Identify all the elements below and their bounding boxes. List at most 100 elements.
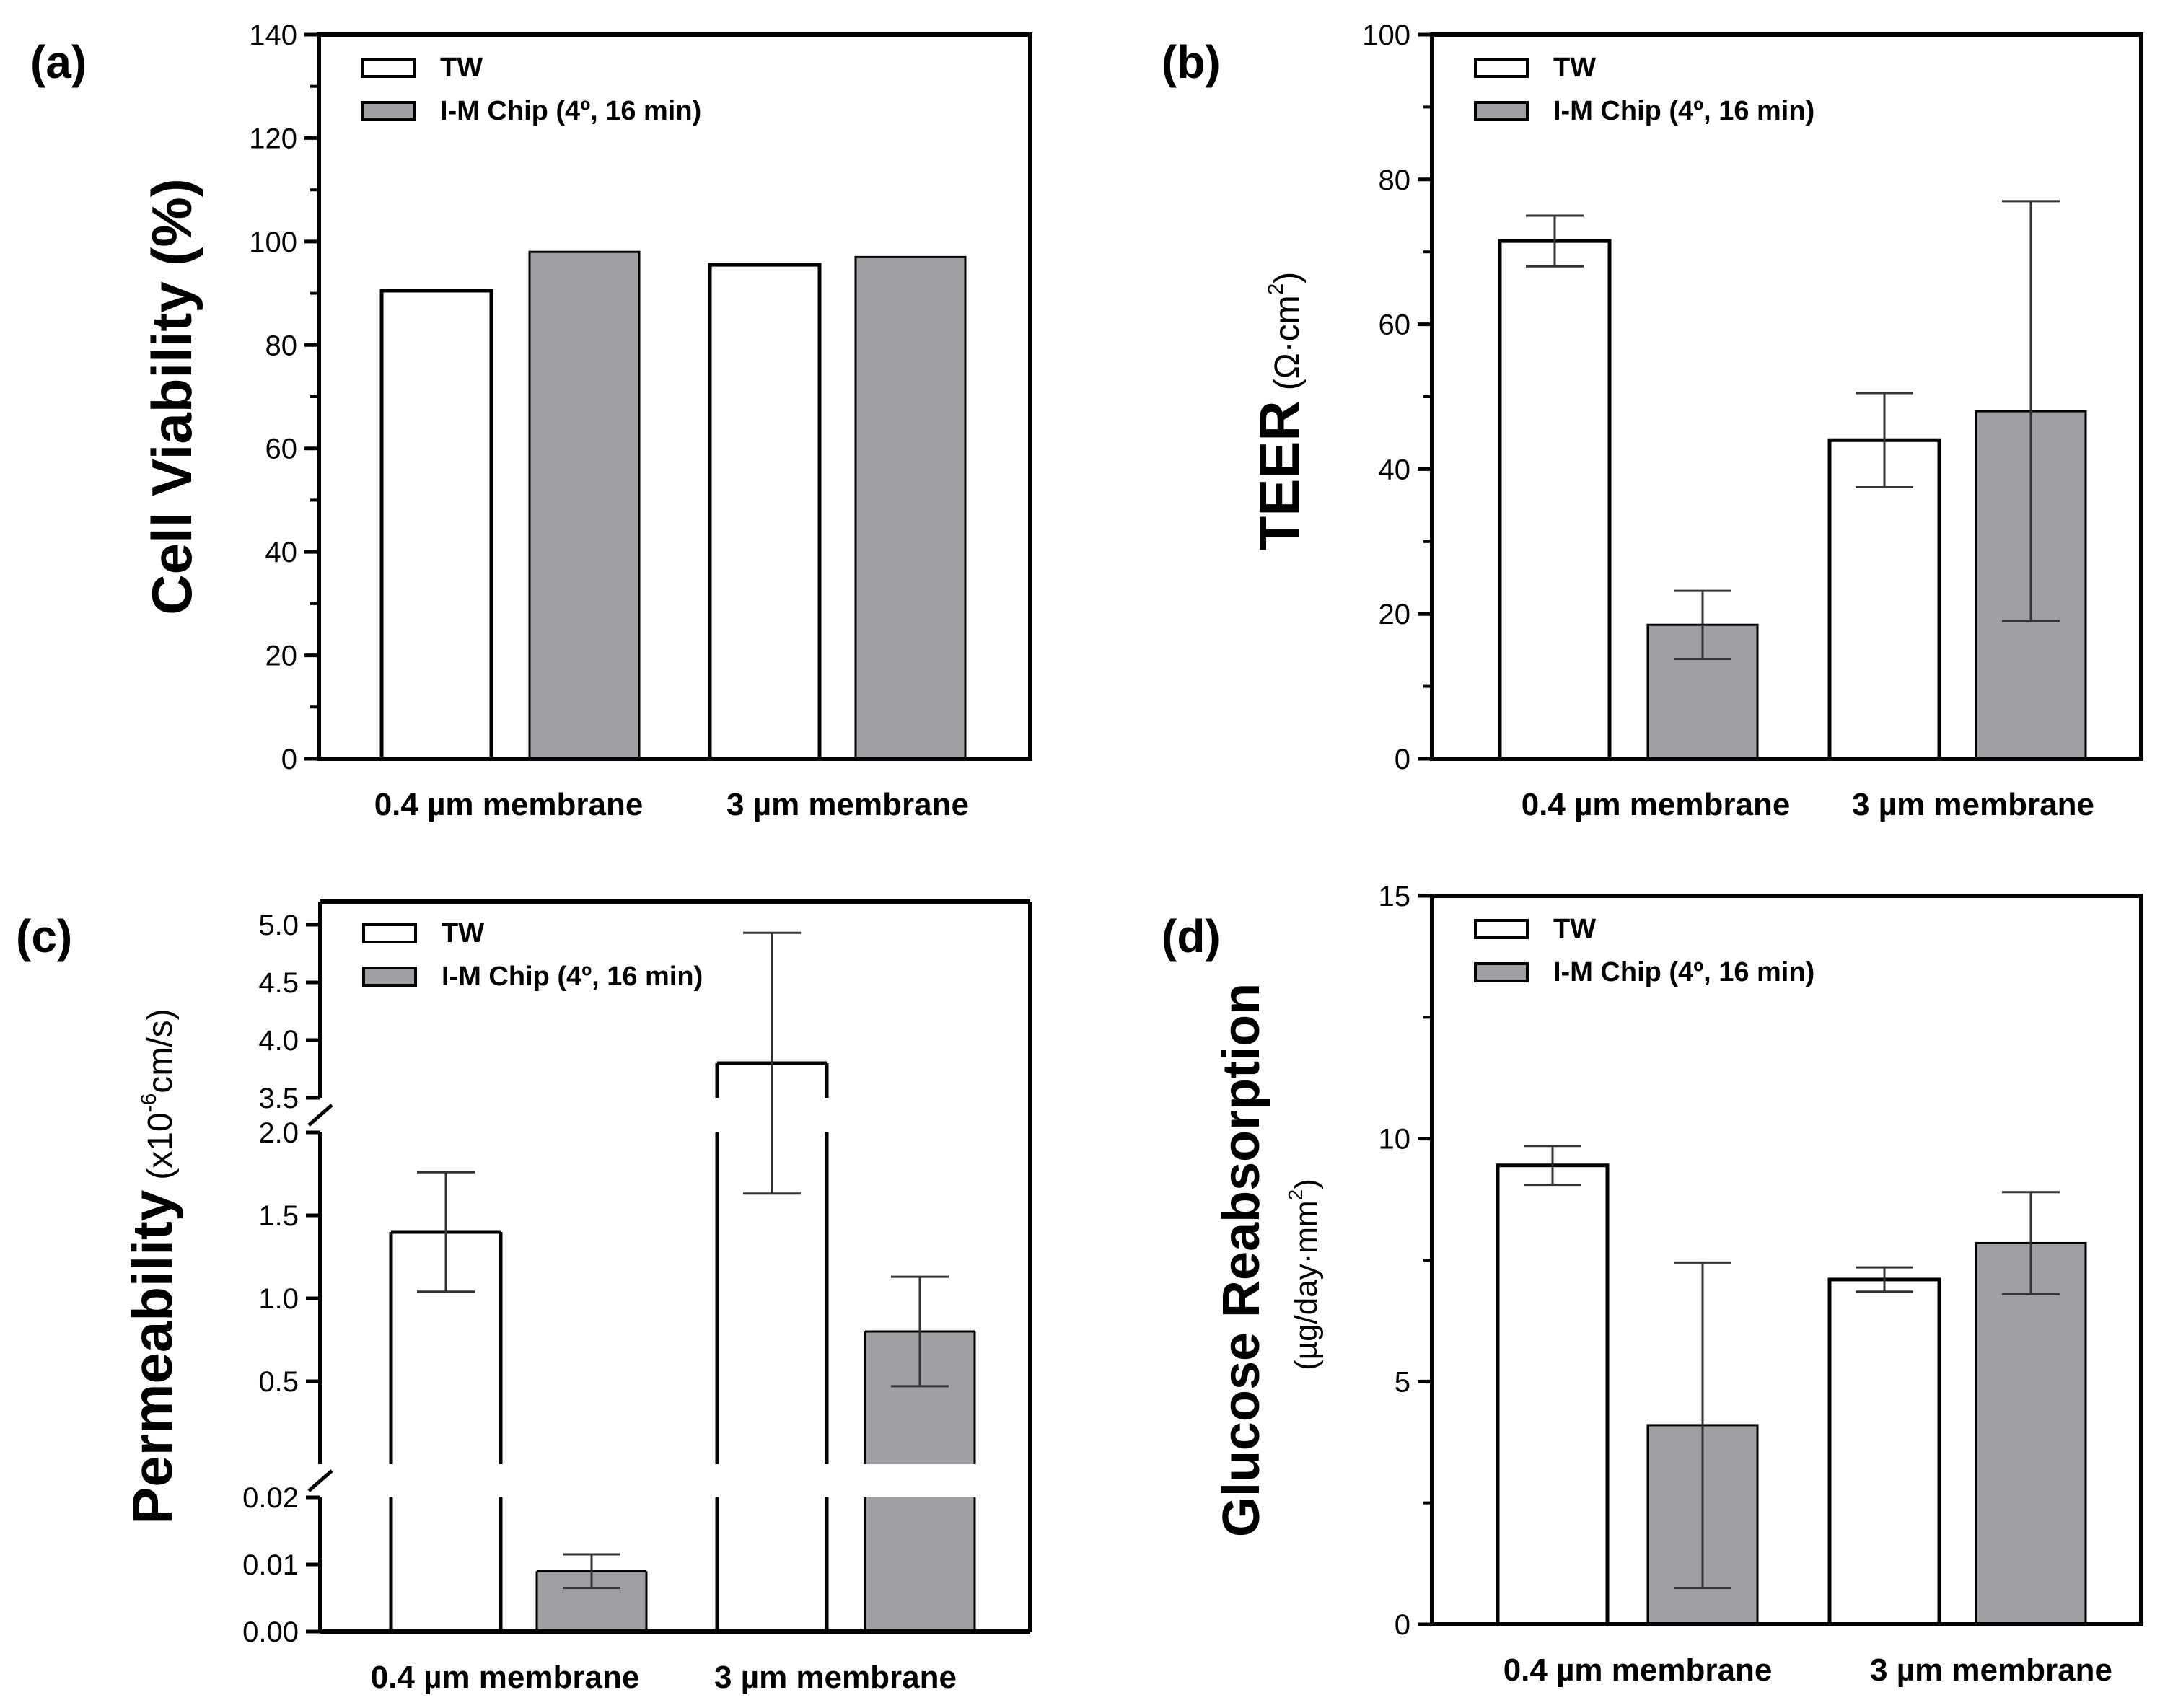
error-bar xyxy=(1526,214,1584,268)
x-category-label: 0.4 µm membrane xyxy=(1503,1652,1773,1688)
y-tick-label: 100 xyxy=(249,226,297,258)
legend: TW I-M Chip (4º, 16 min) xyxy=(1474,914,1814,987)
y-tick-label: 5 xyxy=(1395,1366,1410,1398)
legend: TW I-M Chip (4º, 16 min) xyxy=(361,53,701,126)
y-tick-label: 0.02 xyxy=(242,1482,299,1514)
x-category-label: 3 µm membrane xyxy=(714,1660,957,1695)
y-tick-label: 0 xyxy=(1395,744,1410,775)
y-tick-label: 20 xyxy=(265,640,298,672)
y-axis-label-part: cm/s) xyxy=(141,1008,180,1093)
legend-swatch-chip xyxy=(362,967,417,987)
bar-tw xyxy=(389,1497,503,1632)
error-bar xyxy=(417,1171,475,1293)
panel-label-c: (c) xyxy=(16,910,72,962)
y-axis-label: Glucose Reabsorption (µg/day·mm2) xyxy=(1213,983,1324,1537)
y-tick-label: 15 xyxy=(1379,881,1411,912)
y-tick-label: 3.5 xyxy=(258,1083,299,1114)
bar-tw xyxy=(1827,438,1941,761)
panel-label-a: (a) xyxy=(30,36,87,88)
y-axis-label: TEER (Ω·cm2) xyxy=(1247,272,1311,551)
bar-tw xyxy=(379,289,493,761)
bar-tw xyxy=(1498,239,1612,761)
legend-label: TW xyxy=(1553,53,1596,83)
legend-swatch-tw xyxy=(1474,58,1529,78)
y-tick-label: 5.0 xyxy=(258,910,299,941)
legend-swatch-chip xyxy=(1474,101,1529,121)
bar-chip xyxy=(864,1497,976,1632)
y-axis-label-part: (µg/day·mm xyxy=(1289,1200,1324,1370)
bar-tw xyxy=(1496,1163,1610,1626)
error-bar xyxy=(743,931,801,1195)
legend-label: I-M Chip (4º, 16 min) xyxy=(440,96,701,126)
legend-label: I-M Chip (4º, 16 min) xyxy=(1553,957,1814,987)
y-tick-label: 2.0 xyxy=(258,1117,299,1149)
y-tick-label: 80 xyxy=(265,330,298,361)
y-tick-label: 40 xyxy=(1379,454,1411,485)
y-tick-label: 0 xyxy=(1395,1609,1410,1641)
y-axis-label-part: (Ω·cm xyxy=(1268,295,1307,390)
bar-tw xyxy=(708,263,822,761)
x-category-label: 3 µm membrane xyxy=(1852,787,2094,822)
y-tick-label: 10 xyxy=(1379,1124,1411,1155)
error-bar xyxy=(1856,1266,1913,1293)
y-tick-label: 0.5 xyxy=(258,1366,299,1398)
axis-break-mark xyxy=(307,1104,333,1127)
y-axis-label-part: 2 xyxy=(1264,283,1288,296)
legend-swatch-tw xyxy=(362,923,417,943)
bar-body xyxy=(391,1497,501,1632)
y-tick-label: 60 xyxy=(265,433,298,465)
panel-label-d: (d) xyxy=(1162,910,1221,962)
bar-tw xyxy=(1827,1277,1941,1626)
y-axis-label: Cell Viability (%) xyxy=(140,178,203,615)
legend-label: I-M Chip (4º, 16 min) xyxy=(1553,96,1814,126)
bar-tw xyxy=(715,1497,829,1632)
y-tick-label: 4.0 xyxy=(258,1025,299,1057)
y-tick-label: 1.0 xyxy=(258,1283,299,1315)
x-category-label: 0.4 µm membrane xyxy=(1522,787,1791,822)
bar-body xyxy=(865,1497,975,1632)
y-axis-label-unit: (µg/day·mm2) xyxy=(1284,1179,1324,1370)
bar-tw xyxy=(389,1230,503,1464)
y-tick-label: 1.5 xyxy=(258,1200,299,1232)
y-tick-label: 40 xyxy=(265,537,298,568)
y-tick-label: 140 xyxy=(249,19,297,51)
legend-swatch-tw xyxy=(361,58,416,78)
bar-body xyxy=(717,1497,827,1632)
error-bar xyxy=(2002,1191,2060,1295)
legend-swatch-chip xyxy=(1474,962,1529,982)
y-tick-label: 80 xyxy=(1379,164,1411,196)
y-axis-label-main: Glucose Reabsorption xyxy=(1213,983,1270,1537)
legend-label: TW xyxy=(440,53,483,83)
y-axis-label-part: -6 xyxy=(137,1093,161,1113)
error-bar xyxy=(1856,392,1913,488)
y-tick-label: 4.5 xyxy=(258,967,299,999)
error-bar xyxy=(563,1553,620,1590)
y-axis-label-part: (x10 xyxy=(141,1112,180,1179)
y-tick-label: 100 xyxy=(1362,19,1410,51)
y-tick-label: 0.00 xyxy=(242,1616,299,1648)
y-axis-label-part: Permeability xyxy=(120,1190,184,1525)
y-tick-label: 20 xyxy=(1379,599,1411,630)
legend: TW I-M Chip (4º, 16 min) xyxy=(362,918,703,992)
x-category-label: 0.4 µm membrane xyxy=(374,787,644,822)
bar-chip xyxy=(528,250,641,760)
x-category-label: 3 µm membrane xyxy=(726,787,969,822)
y-tick-label: 120 xyxy=(249,123,297,154)
error-bar xyxy=(1674,1261,1731,1589)
legend-swatch-tw xyxy=(1474,919,1529,939)
bar-tw xyxy=(715,1132,829,1464)
x-category-label: 3 µm membrane xyxy=(1870,1652,2112,1688)
error-bar xyxy=(1524,1145,1581,1187)
error-bar xyxy=(1674,589,1731,660)
legend-swatch-chip xyxy=(361,101,416,121)
bar-chip xyxy=(1975,1241,2087,1626)
y-tick-label: 60 xyxy=(1379,309,1411,341)
legend-label: TW xyxy=(1553,914,1596,944)
y-axis-label-part: ) xyxy=(1289,1179,1324,1189)
error-bar xyxy=(2002,200,2060,622)
error-bar xyxy=(891,1275,949,1388)
legend-label: TW xyxy=(442,918,484,948)
y-axis-label: Permeability (x10-6cm/s) xyxy=(120,1008,184,1524)
legend-label: I-M Chip (4º, 16 min) xyxy=(442,961,703,992)
